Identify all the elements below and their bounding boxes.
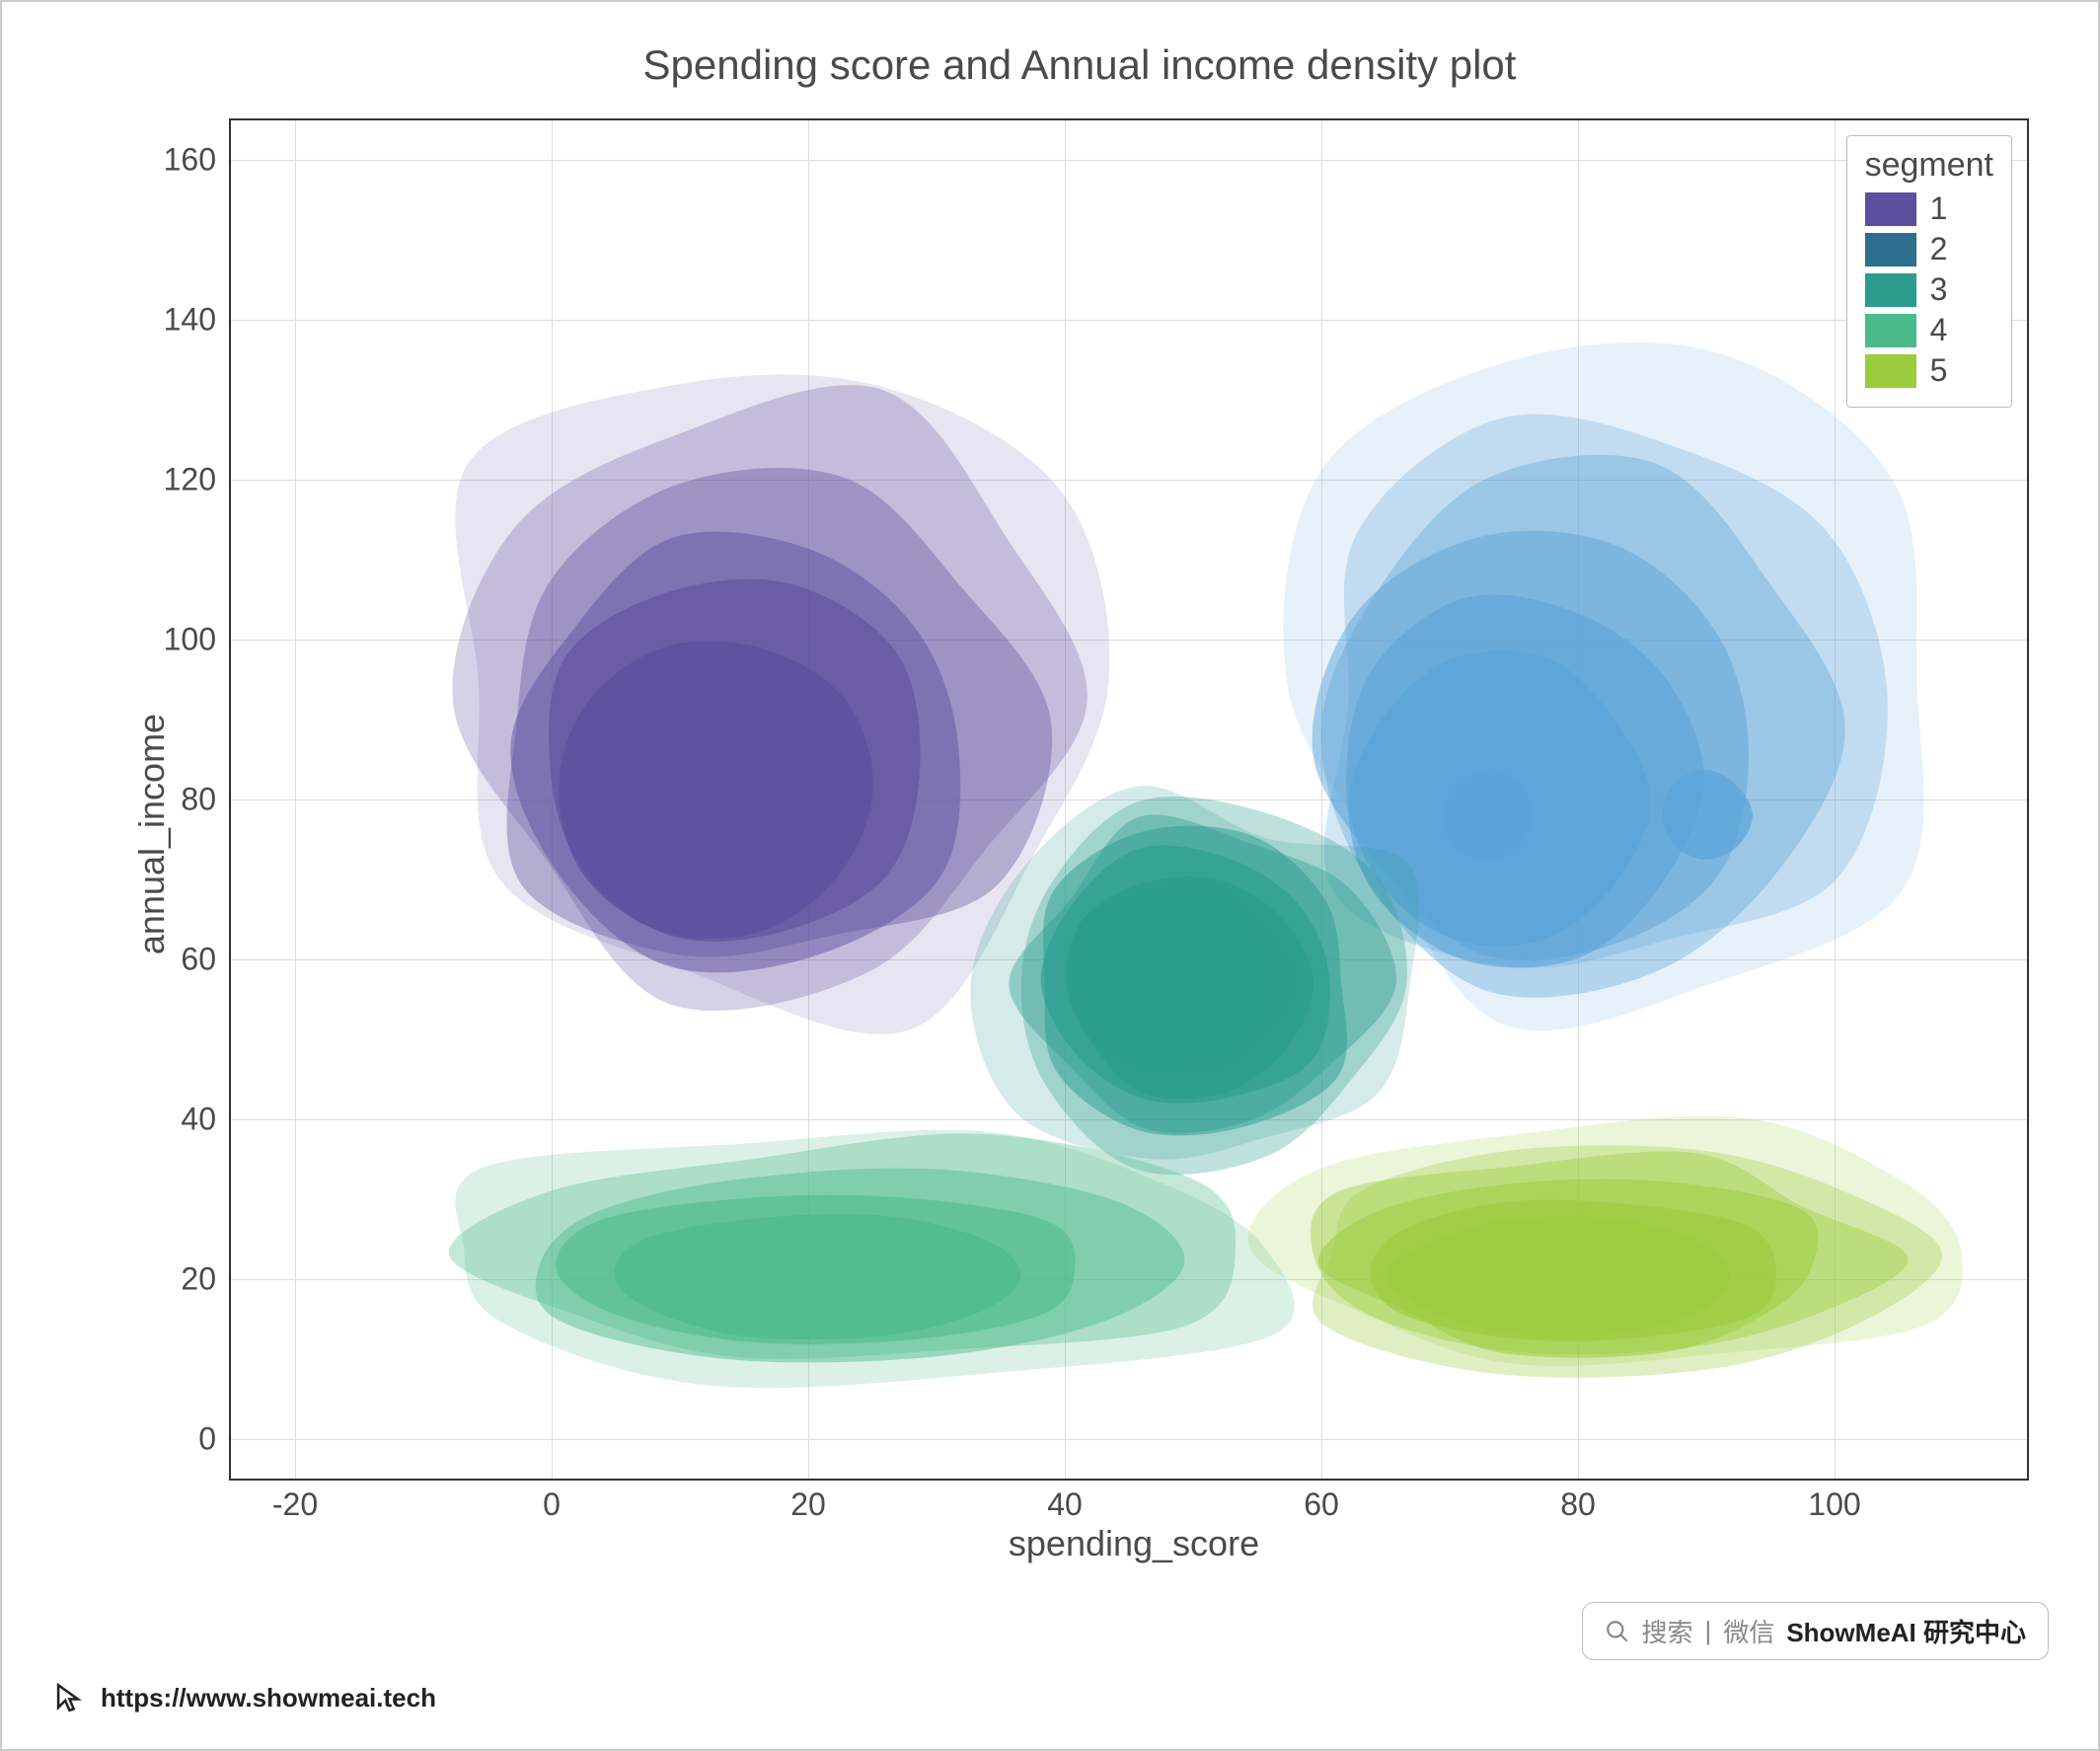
gridline-h	[231, 959, 2027, 960]
density-contour-segment-5	[1312, 1145, 1942, 1377]
density-contour-segment-4	[614, 1214, 1020, 1339]
legend-swatch	[1865, 354, 1916, 388]
legend-title: segment	[1865, 146, 1993, 185]
density-contour-segment-3	[1068, 881, 1293, 1073]
density-contour-segment-3	[970, 786, 1419, 1160]
xtick-label: 40	[1047, 1486, 1083, 1523]
legend-item: 5	[1865, 352, 1993, 389]
density-contour-segment-5	[1318, 1179, 1819, 1357]
legend: segment 1 2 3 4 5	[1846, 135, 2012, 408]
plot-container: annual_income -20 0 20 40 60 80 100 0 20 40 60 80 10…	[120, 109, 2039, 1560]
separator: |	[1705, 1616, 1712, 1646]
gridline-h	[231, 1119, 2027, 1120]
density-contour-segment-2	[1350, 650, 1651, 946]
gridline-h	[231, 799, 2027, 800]
legend-label: 4	[1930, 312, 1948, 348]
legend-item: 1	[1865, 190, 1993, 227]
density-contour-segment-2	[1324, 415, 1888, 968]
gridline-h	[231, 1279, 2027, 1280]
search-label: 搜索	[1642, 1613, 1693, 1649]
density-contour-segment-5	[1370, 1200, 1776, 1341]
ytick-label: 20	[157, 1260, 216, 1297]
legend-swatch	[1865, 273, 1916, 307]
xtick-label: 80	[1560, 1486, 1596, 1523]
cursor-icon	[51, 1681, 85, 1714]
density-contour-segment-3	[1043, 826, 1347, 1136]
xtick-label: 60	[1304, 1486, 1339, 1523]
density-contour-segment-5	[1311, 1151, 1909, 1354]
density-contour-segment-3	[1041, 846, 1330, 1104]
density-contour-segment-1	[549, 579, 920, 942]
density-contour-segment-3	[1066, 876, 1313, 1099]
legend-item: 4	[1865, 312, 1993, 348]
density-contour-segment-3	[1009, 814, 1396, 1133]
legend-swatch	[1865, 192, 1916, 226]
gridline-h	[231, 640, 2027, 641]
chart-title: Spending score and Annual income density…	[120, 41, 2039, 89]
density-contour-segment-1	[507, 468, 1053, 957]
legend-swatch	[1865, 233, 1916, 266]
density-contour-segment-3	[1086, 898, 1261, 1059]
xtick-label: 0	[543, 1486, 561, 1523]
gridline-h	[231, 320, 2027, 321]
legend-item: 2	[1865, 231, 1993, 267]
density-contour-segment-1	[559, 641, 873, 939]
density-contour-segment-3	[1021, 797, 1407, 1175]
xtick-label: 20	[790, 1486, 826, 1523]
y-axis-label: annual_income	[131, 714, 173, 954]
density-contour-segment-5	[1248, 1116, 1963, 1366]
figure-frame: Spending score and Annual income density…	[0, 0, 2100, 1751]
legend-item: 3	[1865, 271, 1993, 308]
ytick-label: 0	[157, 1420, 216, 1457]
density-contour-segment-1	[455, 374, 1109, 1033]
density-contour-segment-5	[1388, 1216, 1730, 1336]
gridline-h	[231, 1439, 2027, 1440]
density-contour-segment-2	[1284, 343, 1924, 1030]
density-peak-segment-2	[1442, 769, 1533, 861]
density-contour-segment-4	[455, 1130, 1295, 1388]
ytick-label: 40	[157, 1101, 216, 1137]
xtick-label: 100	[1808, 1486, 1860, 1523]
wechat-label: 微信	[1723, 1613, 1774, 1649]
legend-label: 1	[1930, 190, 1948, 227]
legend-label: 2	[1930, 231, 1948, 267]
density-contour-segment-2	[1321, 455, 1845, 998]
chart-wrapper: Spending score and Annual income density…	[120, 41, 2039, 1571]
density-peak-segment-2	[1663, 770, 1753, 860]
url-text: https://www.showmeai.tech	[101, 1683, 436, 1713]
brand-label: ShowMeAI 研究中心	[1786, 1613, 2026, 1649]
ytick-label: 60	[157, 941, 216, 977]
attribution-widget: 搜索 | 微信 ShowMeAI 研究中心	[1582, 1602, 2049, 1660]
density-contour-segment-1	[510, 532, 960, 973]
ytick-label: 120	[157, 462, 216, 498]
density-contour-segment-2	[1346, 594, 1704, 967]
density-contour-segment-4	[536, 1169, 1185, 1363]
ytick-label: 80	[157, 782, 216, 818]
legend-label: 3	[1930, 271, 1948, 308]
gridline-h	[231, 160, 2027, 161]
legend-swatch	[1865, 314, 1916, 347]
gridline-h	[231, 480, 2027, 481]
density-contour-segment-4	[556, 1195, 1075, 1344]
density-contour-segment-2	[1312, 531, 1749, 960]
xtick-label: -20	[272, 1486, 318, 1523]
footer-url: https://www.showmeai.tech	[51, 1681, 436, 1714]
legend-label: 5	[1930, 352, 1948, 389]
density-contour-segment-1	[452, 385, 1087, 1011]
plot-area: -20020406080100020406080100120140160segm…	[229, 118, 2029, 1481]
x-axis-label: spending_score	[1009, 1523, 1259, 1564]
density-contour-segment-4	[449, 1133, 1236, 1358]
ytick-label: 100	[157, 622, 216, 658]
ytick-label: 160	[157, 142, 216, 179]
ytick-label: 140	[157, 302, 216, 339]
search-icon	[1605, 1619, 1630, 1644]
